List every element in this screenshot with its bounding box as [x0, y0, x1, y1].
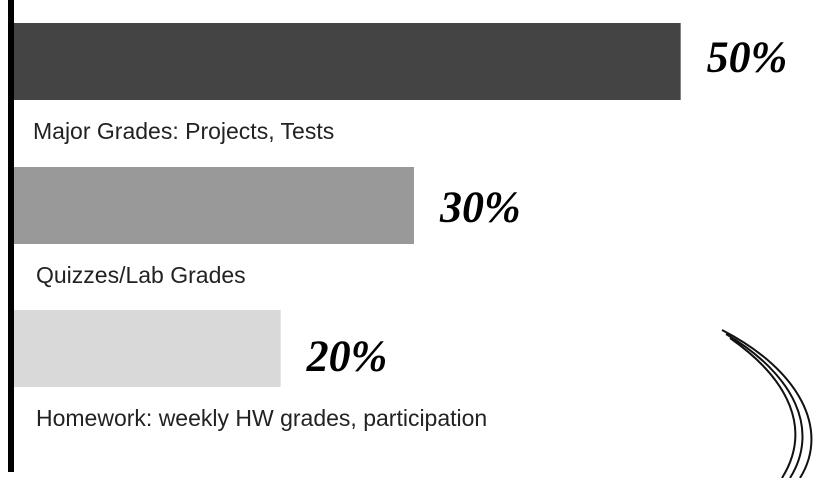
category-label: Major Grades: Projects, Tests: [33, 118, 334, 144]
axis-line: [8, 0, 14, 472]
bar: [14, 167, 414, 244]
decoration: [722, 330, 811, 478]
category-label: Homework: weekly HW grades, participatio…: [36, 405, 487, 431]
chart: 50% Major Grades: Projects, Tests 30% Quizz…: [0, 0, 827, 478]
value-label: 20%: [306, 332, 388, 381]
bar: [14, 23, 681, 100]
value-label: 50%: [707, 33, 788, 82]
bar: [14, 310, 281, 387]
category-label: Quizzes/Lab Grades: [36, 262, 246, 288]
value-label: 30%: [439, 183, 521, 232]
